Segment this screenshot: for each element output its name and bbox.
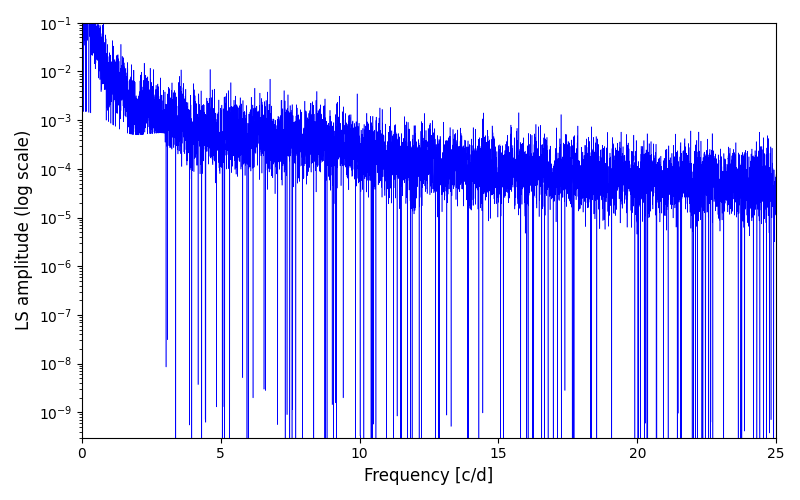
Y-axis label: LS amplitude (log scale): LS amplitude (log scale) xyxy=(15,130,33,330)
X-axis label: Frequency [c/d]: Frequency [c/d] xyxy=(364,467,494,485)
